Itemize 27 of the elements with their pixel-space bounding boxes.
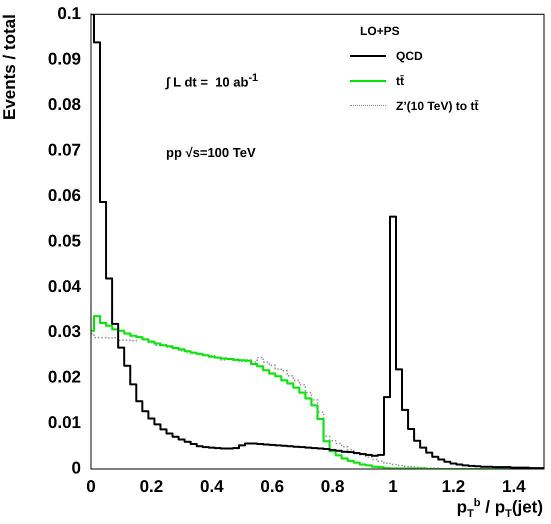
y-tick-label: 0.06 — [48, 186, 81, 205]
annotation: ∫ L dt = 10 ab$^{-1}$ — [166, 72, 258, 90]
legend-label: QCD — [396, 48, 423, 62]
annotation: pp √s=100 TeV — [166, 145, 256, 160]
y-tick-label: 0.03 — [48, 322, 81, 342]
y-tick-label: 0.01 — [48, 413, 81, 432]
x-tick-label: 1.2 — [442, 476, 466, 496]
legend-title: LO+PS — [359, 22, 401, 40]
y-tick-label: 0.02 — [48, 368, 81, 387]
legend-label: tt̄ — [396, 74, 404, 88]
x-tick-label: 0.6 — [260, 476, 284, 496]
legend-label: Z’(10 TeV) to tt̄ — [396, 98, 478, 112]
x-tick-label: 1 — [388, 476, 398, 496]
x-tick-label: 1.4 — [502, 476, 526, 496]
y-tick-label: 0.1 — [57, 4, 81, 23]
x-tick-label: 0.2 — [140, 476, 164, 496]
x-tick-label: 0 — [86, 476, 96, 496]
y-tick-label: 0.04 — [48, 276, 82, 296]
x-tick-label: 0.4 — [200, 476, 224, 496]
x-tick-label: 0.8 — [320, 476, 344, 496]
y-axis-title: Events / total — [0, 14, 19, 120]
y-tick-label: 0 — [72, 458, 81, 478]
x-axis-title: p$_{T}$$^{b}$ / p$_{T}$(jet) — [456, 496, 543, 520]
y-tick-label: 0.05 — [48, 231, 81, 250]
y-tick-label: 0.09 — [48, 49, 81, 68]
y-tick-label: 0.07 — [48, 140, 81, 160]
y-tick-label: 0.08 — [48, 94, 81, 114]
